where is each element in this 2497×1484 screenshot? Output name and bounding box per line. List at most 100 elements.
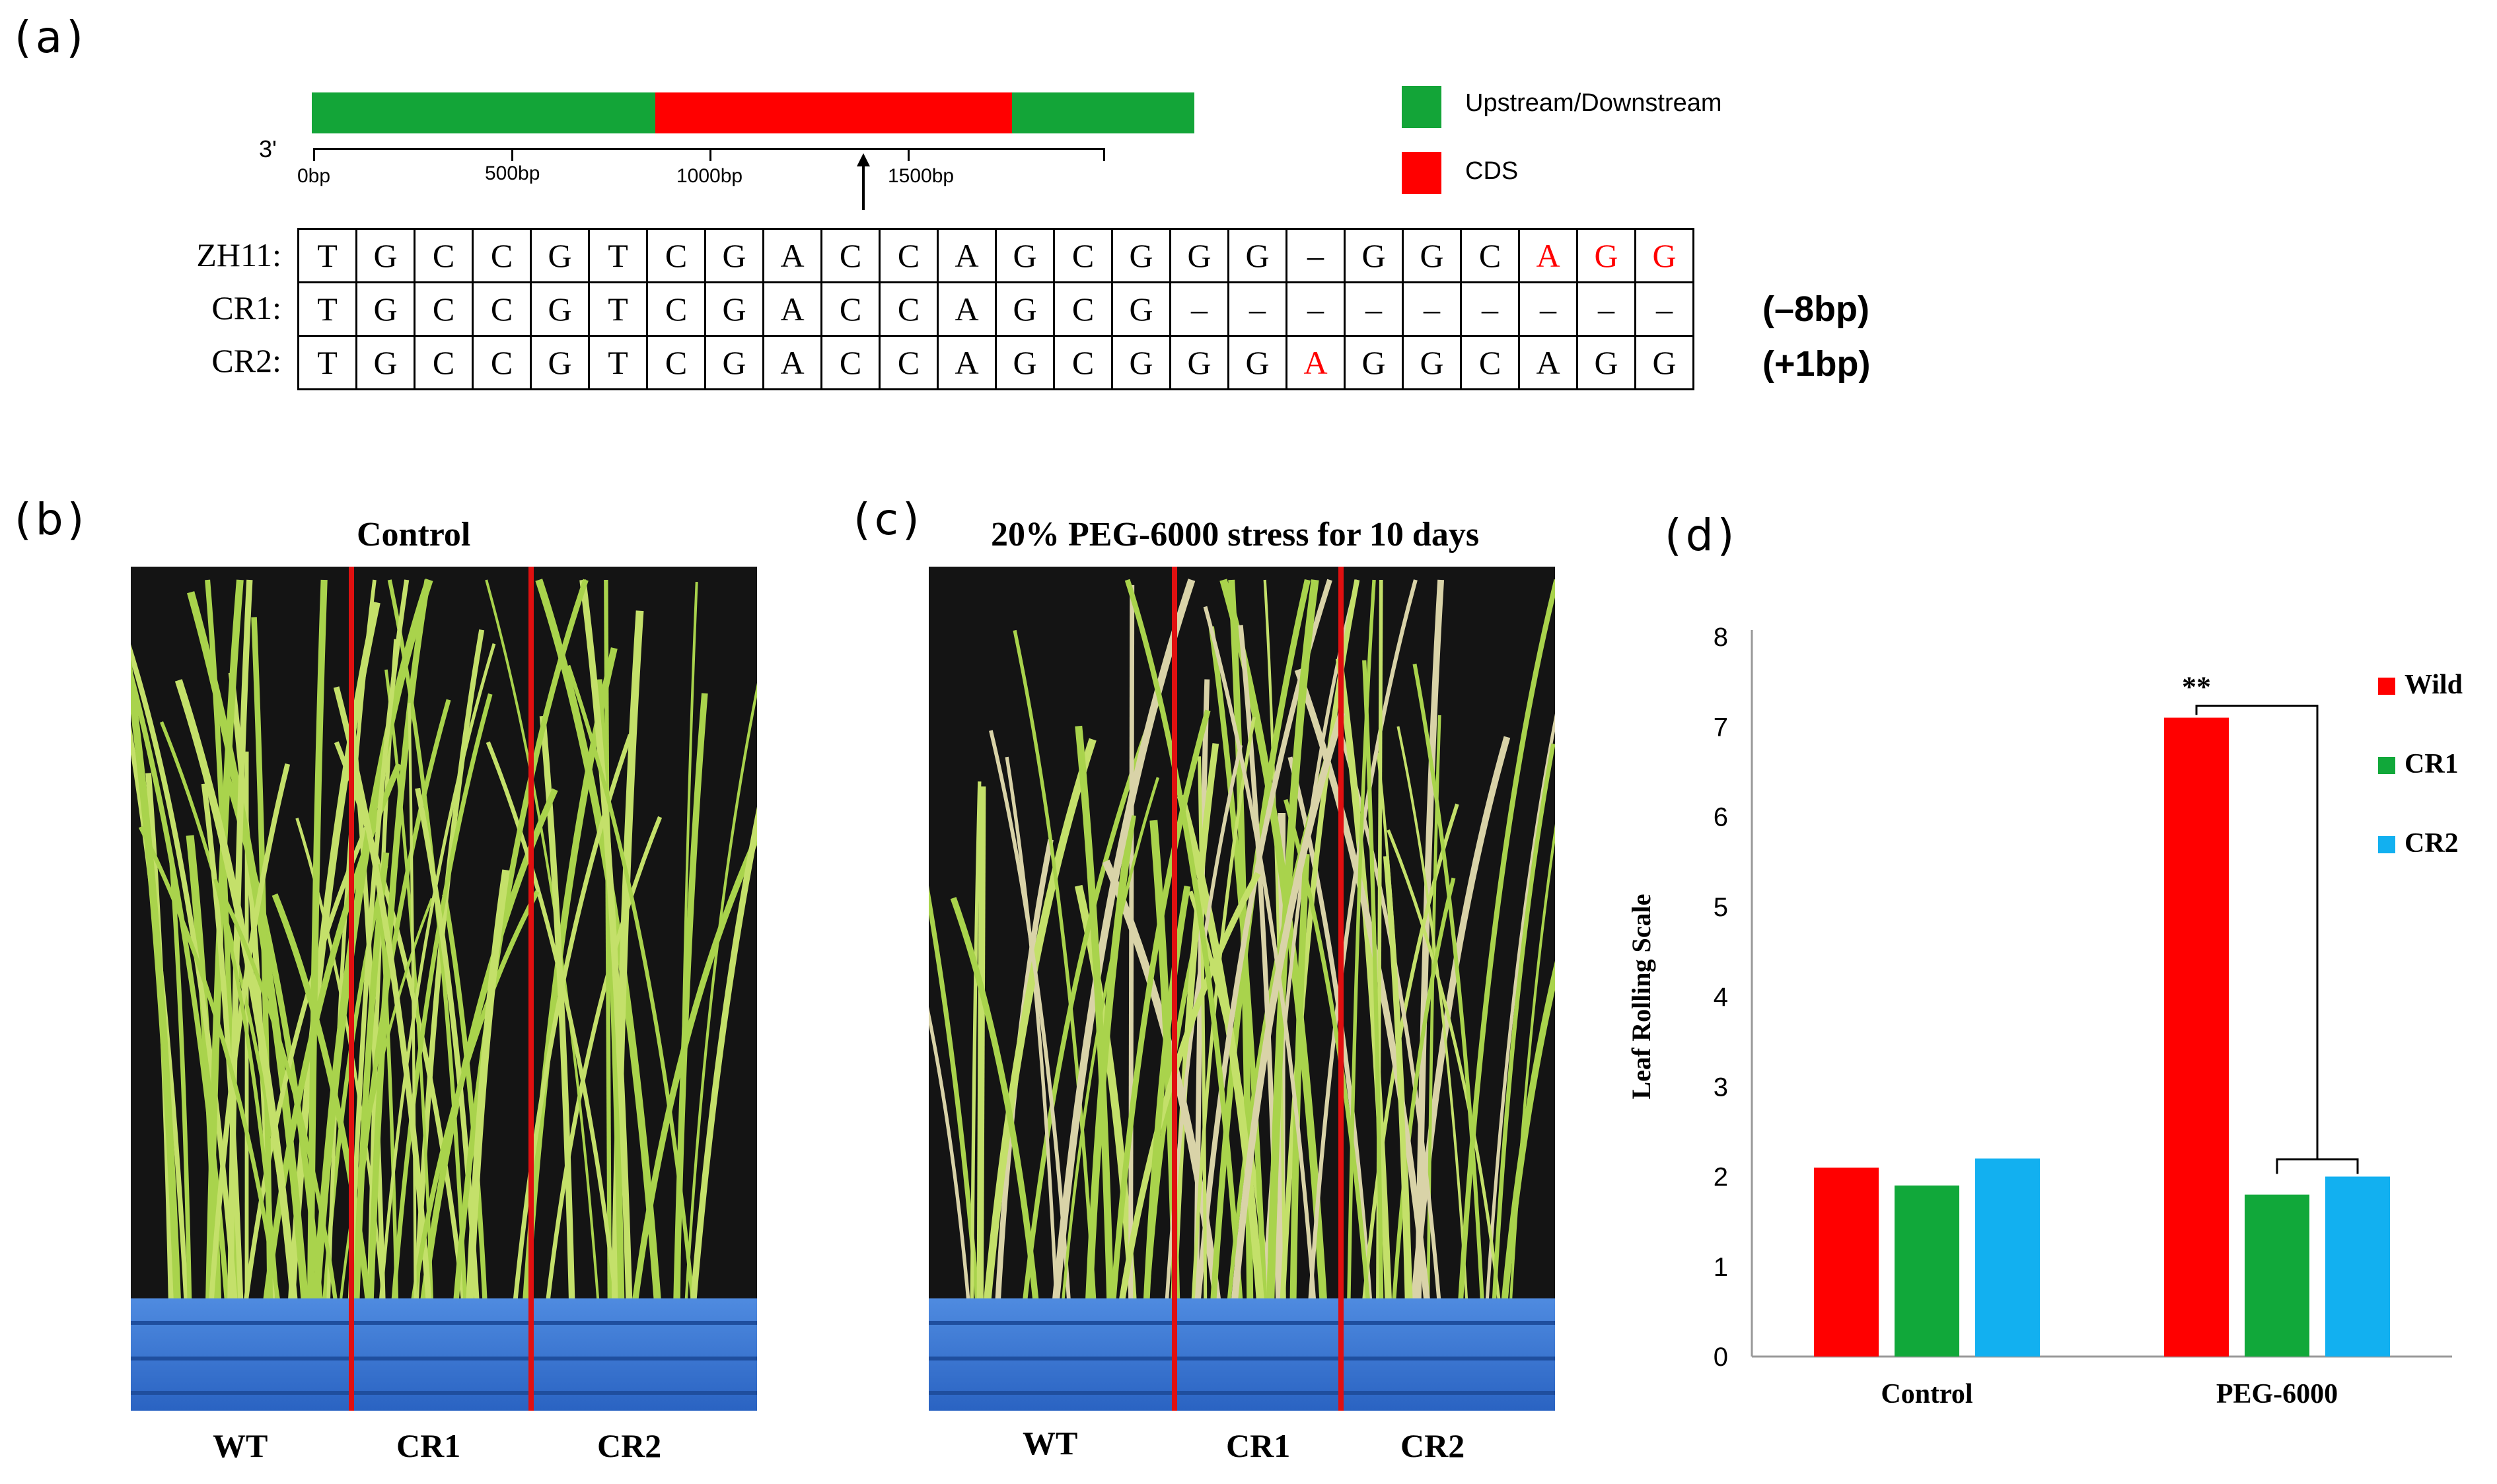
rice-leaf [1307, 579, 1418, 1307]
base-cell: C [414, 335, 474, 390]
rice-leaf [1230, 711, 1346, 1307]
rice-leaf [1396, 726, 1468, 1307]
panel-b-title: Control [357, 516, 471, 553]
rice-leaf [690, 806, 757, 1307]
significance-bracket [2195, 705, 2319, 1160]
rice-leaf [333, 686, 433, 1307]
rice-leaf [1485, 713, 1555, 1307]
rice-leaf [970, 781, 982, 1307]
base-cell: A [1518, 228, 1578, 283]
ruler-axis [313, 148, 1105, 150]
rice-leaf [221, 896, 339, 1307]
rice-leaf [1383, 856, 1411, 1307]
y-tick-label: 1 [1714, 1253, 1728, 1282]
x-tick-label: PEG-6000 [2216, 1379, 2338, 1409]
ruler-tick-label: 1500bp [888, 165, 955, 187]
rice-leaf [410, 890, 540, 1307]
base-cell: C [472, 281, 532, 337]
rice-leaf [1509, 824, 1555, 1307]
rice-leaf [452, 579, 589, 1307]
legend-swatch-wild [2378, 678, 2395, 695]
base-cell: C [1053, 228, 1113, 283]
rice-leaf [138, 826, 281, 1307]
rice-leaf [1263, 579, 1286, 1307]
peg-stress-plants-photo [929, 567, 1555, 1411]
base-cell: C [1460, 228, 1520, 283]
ruler-tick [511, 148, 513, 161]
base-cell: G [1227, 228, 1287, 283]
base-cell: C [472, 228, 532, 283]
base-cell: G [355, 335, 416, 390]
base-cell: G [530, 281, 590, 337]
group-divider [349, 567, 354, 1411]
y-tick-label: 3 [1714, 1073, 1728, 1102]
base-cell: G [704, 228, 764, 283]
rice-leaf [390, 693, 493, 1307]
base-cell: A [762, 228, 822, 283]
base-cell: G [995, 228, 1055, 283]
sequence-name: CR1: [211, 289, 281, 326]
base-cell: C [1460, 335, 1520, 390]
rice-leaf [131, 664, 231, 1307]
base-cell: C [879, 335, 939, 390]
seedling-tray [131, 1298, 757, 1411]
rice-leaf [1492, 743, 1555, 1307]
base-cell: G [1402, 335, 1462, 390]
base-cell: G [704, 335, 764, 390]
base-cell: G [355, 228, 416, 283]
panel-a-label: (a) [15, 12, 87, 63]
base-cell: – [1402, 281, 1462, 337]
downstream-segment [1012, 92, 1194, 133]
legend-label-cds: CDS [1465, 157, 1519, 185]
base-cell: G [1111, 335, 1171, 390]
legend-swatch-cr2 [2378, 836, 2395, 853]
sequence-name: ZH11: [196, 236, 281, 273]
group-divider [1172, 567, 1177, 1411]
legend-label-cr1: CR1 [2405, 749, 2459, 779]
rice-leaf [262, 763, 402, 1307]
rice-leaf [1128, 584, 1135, 1307]
base-cell: – [1344, 281, 1404, 337]
base-cell: G [1169, 228, 1229, 283]
rice-leaf [1005, 756, 1059, 1307]
base-cell: A [937, 281, 997, 337]
group-label-cr1: CR1 [396, 1427, 461, 1464]
rice-leaf [1198, 756, 1208, 1307]
base-cell: A [937, 335, 997, 390]
base-cell: T [588, 281, 648, 337]
rice-leaf [684, 682, 757, 1307]
ruler-tick-label: 500bp [485, 162, 540, 184]
bar-cr1 [2245, 1194, 2309, 1357]
upstream-segment [312, 92, 655, 133]
rice-leaf [311, 579, 433, 1307]
base-cell: T [297, 281, 357, 337]
base-cell: G [995, 335, 1055, 390]
rice-leaf [1124, 579, 1244, 1307]
y-tick-label: 2 [1714, 1163, 1728, 1192]
rice-leaf [466, 869, 510, 1307]
leaf-rolling-bar-chart: 0 1 2 3 4 5 6 7 8 Leaf Rolling Scale Control PEG-60… [1626, 623, 2463, 1409]
bar-cr2 [1975, 1158, 2040, 1357]
base-cell: A [762, 335, 822, 390]
rice-leaf [976, 786, 986, 1307]
rice-leaf [1170, 743, 1219, 1307]
x-tick-label: Control [1881, 1379, 1972, 1409]
sequence-alignment-table: T G C C G T C G A C C A G C G G G – G G C A G G T G C C G T C G A C C A G C G –… [297, 228, 1694, 390]
base-cell: C [646, 281, 706, 337]
legend-swatch-cds [1402, 152, 1441, 194]
y-tick-label: 7 [1714, 713, 1728, 742]
base-cell: – [1518, 281, 1578, 337]
base-cell: C [879, 228, 939, 283]
group-label-cr2: CR2 [597, 1427, 662, 1464]
ruler-tick [1103, 148, 1105, 161]
base-cell: G [1227, 335, 1287, 390]
base-cell: C [820, 281, 881, 337]
sequence-name: CR2: [211, 342, 281, 379]
target-site-arrow-icon [857, 153, 870, 210]
y-tick-label: 4 [1714, 983, 1728, 1012]
base-cell: – [1285, 228, 1346, 283]
rice-leaf [367, 579, 431, 1307]
base-cell: G [1576, 335, 1636, 390]
legend-swatch-upstream [1402, 86, 1441, 128]
